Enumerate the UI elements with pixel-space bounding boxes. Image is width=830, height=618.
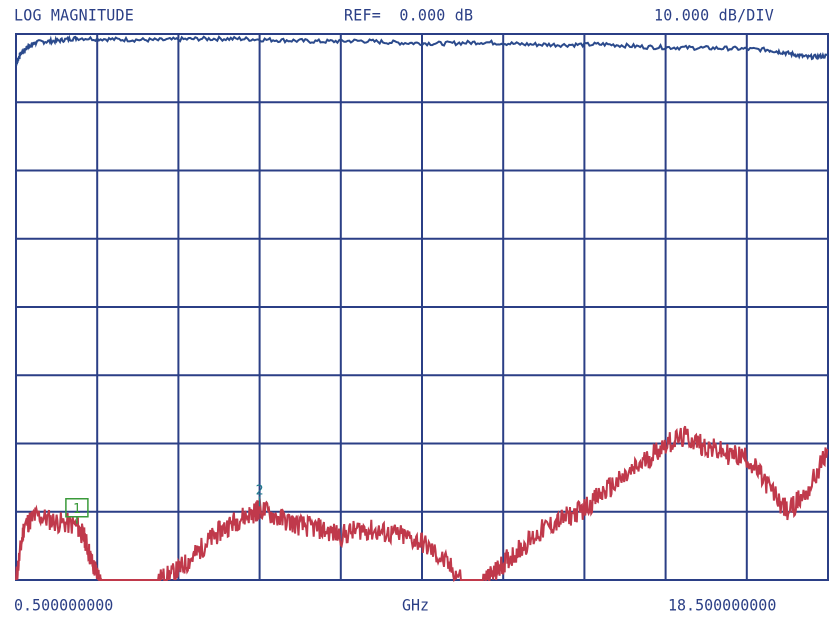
frequency-unit-label: GHz (402, 595, 430, 615)
reference-label: REF= 0.000 dB (344, 5, 474, 25)
plot-grid (15, 33, 829, 581)
marker-1-label: 1 (73, 502, 81, 517)
trace-layer (15, 34, 829, 583)
transmission-trace (15, 34, 829, 66)
marker-layer: 12 (65, 483, 264, 524)
scale-label: 10.000 dB/DIV (654, 5, 774, 25)
isolation-trace (15, 425, 829, 583)
start-frequency-label: 0.500000000 (14, 595, 114, 615)
stop-frequency-label: 18.500000000 (668, 595, 777, 615)
marker-2-label: 2 (256, 483, 264, 498)
format-label: LOG MAGNITUDE (14, 5, 134, 25)
